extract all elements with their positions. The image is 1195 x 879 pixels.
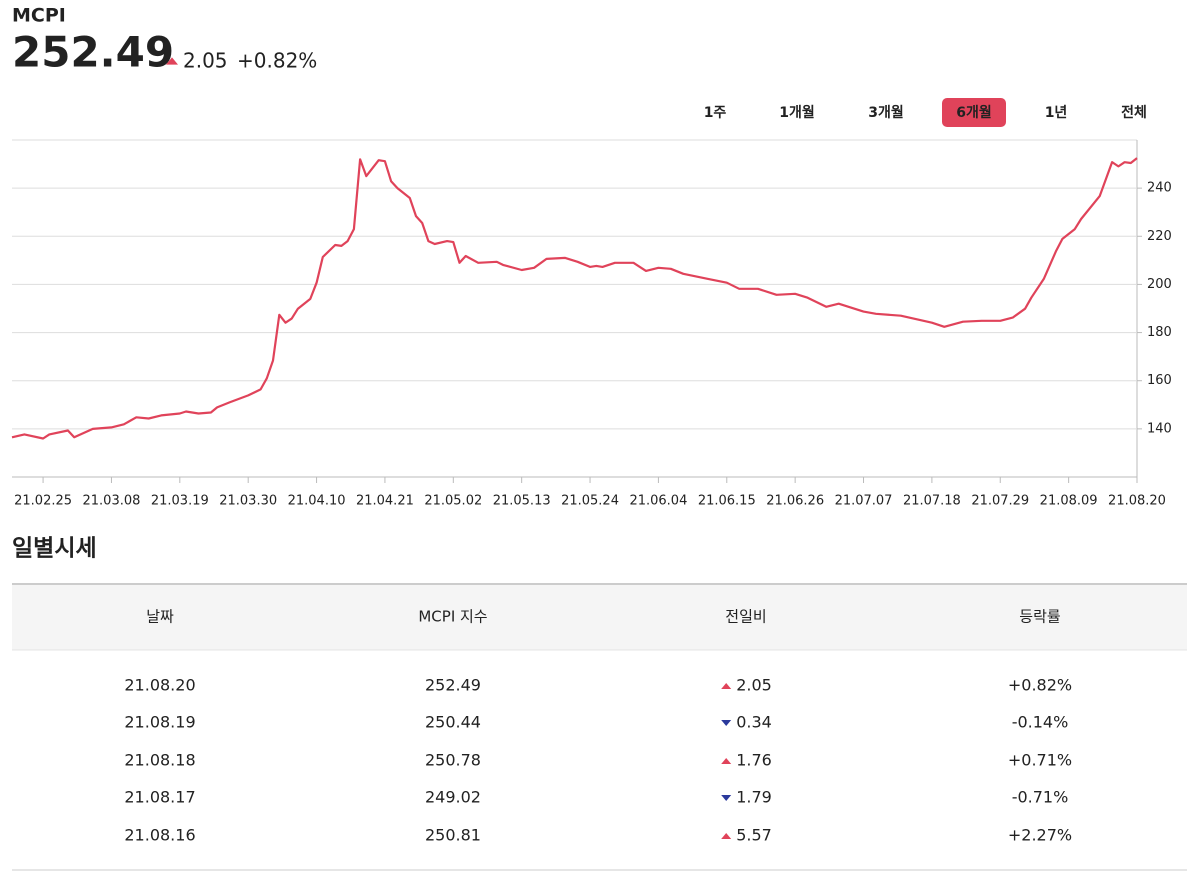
x-tick-label: 21.08.09 bbox=[1040, 494, 1098, 509]
table-cell: 21.08.17 bbox=[124, 788, 195, 807]
table-cell: 249.02 bbox=[425, 788, 481, 807]
index-name: MCPI bbox=[12, 5, 66, 27]
period-button-selected[interactable] bbox=[942, 98, 1006, 127]
table-title: 일별시세 bbox=[12, 536, 97, 562]
table-cell: 21.08.19 bbox=[124, 713, 195, 732]
table-cell: 252.49 bbox=[425, 676, 481, 695]
up-arrow bbox=[721, 758, 732, 764]
period-button[interactable]: 3개월 bbox=[868, 104, 904, 121]
table-header: 전일비 bbox=[725, 608, 766, 626]
up-arrow bbox=[166, 57, 178, 65]
table-cell: 1.79 bbox=[736, 788, 772, 807]
y-tick-label: 180 bbox=[1147, 325, 1172, 340]
x-tick-label: 21.03.19 bbox=[151, 494, 209, 509]
table-header: MCPI 지수 bbox=[418, 608, 487, 626]
down-arrow bbox=[721, 795, 732, 801]
x-tick-label: 21.07.18 bbox=[903, 494, 961, 509]
y-tick-label: 160 bbox=[1147, 373, 1172, 388]
down-arrow bbox=[721, 720, 732, 726]
change-percent: +0.82% bbox=[237, 49, 317, 73]
change-value: 2.05 bbox=[183, 49, 228, 73]
table-cell: 250.81 bbox=[425, 826, 481, 845]
up-arrow bbox=[721, 683, 732, 689]
x-tick-label: 21.04.10 bbox=[288, 494, 346, 509]
period-button[interactable]: 전체 bbox=[1121, 104, 1147, 121]
period-button[interactable]: 1개월 bbox=[779, 104, 815, 121]
x-tick-label: 21.06.04 bbox=[629, 494, 687, 509]
table-header-bg bbox=[12, 584, 1187, 650]
y-tick-label: 220 bbox=[1147, 229, 1172, 244]
y-tick-label: 200 bbox=[1147, 277, 1172, 292]
table-cell: +2.27% bbox=[1008, 826, 1072, 845]
table-cell: 2.05 bbox=[736, 676, 772, 695]
table-cell: +0.71% bbox=[1008, 751, 1072, 770]
x-tick-label: 21.02.25 bbox=[14, 494, 72, 509]
table-cell: -0.71% bbox=[1012, 788, 1069, 807]
table-header: 등락률 bbox=[1019, 608, 1061, 626]
price-line bbox=[11, 157, 1138, 440]
x-tick-label: 21.07.07 bbox=[835, 494, 893, 509]
x-tick-label: 21.08.20 bbox=[1108, 494, 1166, 509]
table-header: 날짜 bbox=[146, 608, 174, 626]
x-tick-label: 21.05.24 bbox=[561, 494, 619, 509]
table-cell: 21.08.18 bbox=[124, 751, 195, 770]
table-cell: 250.78 bbox=[425, 751, 481, 770]
table-cell: 5.57 bbox=[736, 826, 772, 845]
table-cell: +0.82% bbox=[1008, 676, 1072, 695]
table-cell: -0.14% bbox=[1012, 713, 1069, 732]
y-tick-label: 240 bbox=[1147, 181, 1172, 196]
x-tick-label: 21.03.30 bbox=[219, 494, 277, 509]
period-button[interactable]: 6개월 bbox=[956, 104, 992, 121]
x-tick-label: 21.03.08 bbox=[83, 494, 141, 509]
x-tick-label: 21.06.15 bbox=[698, 494, 756, 509]
y-tick-label: 140 bbox=[1147, 421, 1172, 436]
up-arrow bbox=[721, 833, 732, 839]
table-cell: 21.08.20 bbox=[124, 676, 195, 695]
table-cell: 21.08.16 bbox=[124, 826, 195, 845]
period-button[interactable]: 1주 bbox=[704, 105, 727, 121]
period-button[interactable]: 1년 bbox=[1045, 105, 1068, 121]
x-tick-label: 21.06.26 bbox=[766, 494, 824, 509]
x-tick-label: 21.05.02 bbox=[424, 494, 482, 509]
table-cell: 0.34 bbox=[736, 713, 772, 732]
x-tick-label: 21.04.21 bbox=[356, 494, 414, 509]
x-tick-label: 21.07.29 bbox=[971, 494, 1029, 509]
x-tick-label: 21.05.13 bbox=[493, 494, 551, 509]
table-cell: 250.44 bbox=[425, 713, 481, 732]
table-cell: 1.76 bbox=[736, 751, 772, 770]
index-value: 252.49 bbox=[12, 28, 174, 77]
